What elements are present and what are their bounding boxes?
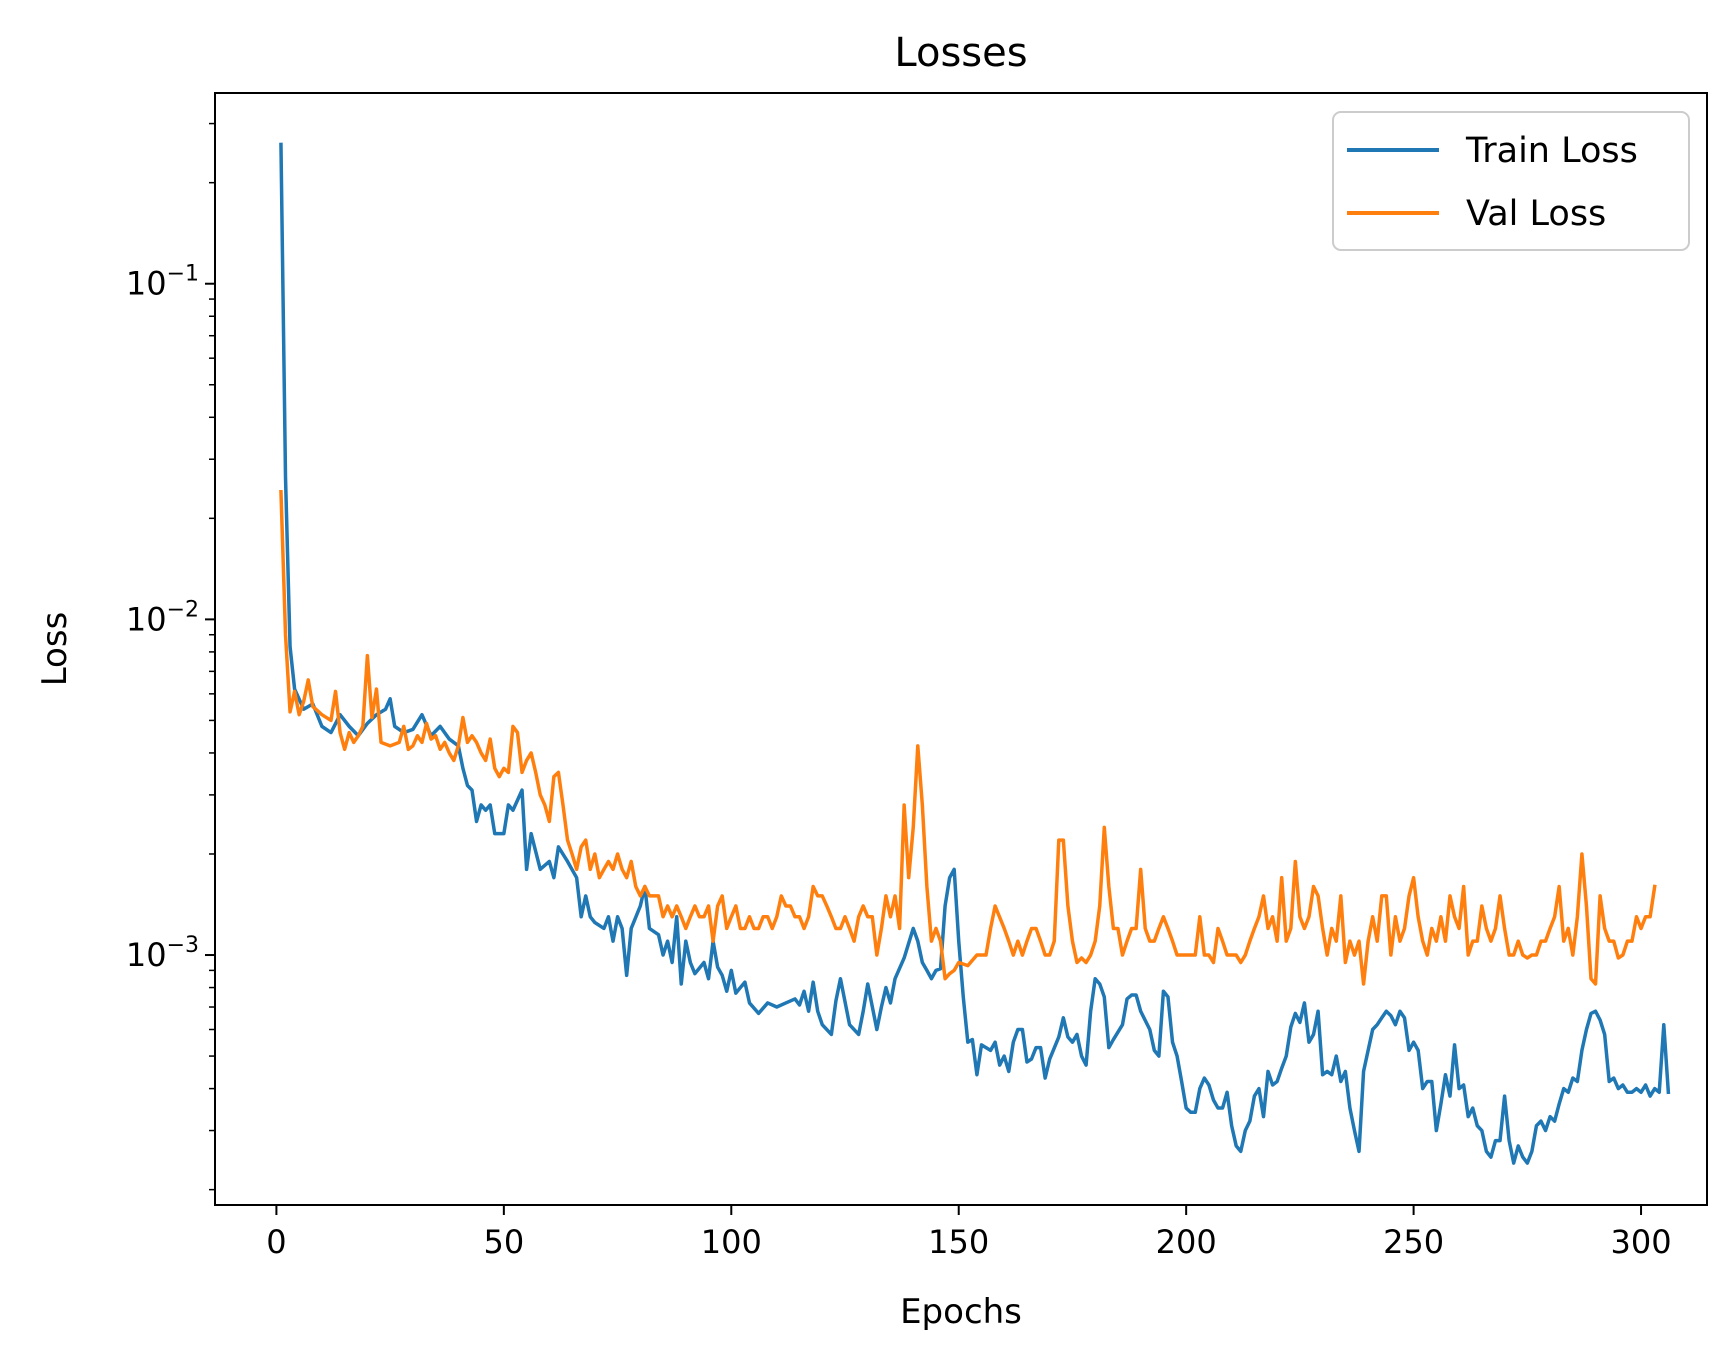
legend-val-loss-label: Val Loss xyxy=(1466,194,1606,234)
plot-area xyxy=(214,92,1708,1206)
y-axis-ticks: 10−1 10−2 10−3 xyxy=(126,122,215,1191)
legend-box xyxy=(1332,111,1690,251)
x-axis-ticks: 0 50 100 150 200 250 300 xyxy=(266,1205,1672,1261)
x-tick-label: 300 xyxy=(1611,1223,1672,1261)
x-tick-label: 100 xyxy=(701,1223,762,1261)
y-tick-label: 10−1 xyxy=(126,262,199,303)
y-tick-label: 10−2 xyxy=(126,597,199,638)
x-tick-label: 250 xyxy=(1383,1223,1444,1261)
y-axis-label: Loss xyxy=(35,612,75,687)
series-line-train-loss xyxy=(279,142,1671,1165)
y-tick-label: 10−3 xyxy=(126,933,199,974)
x-tick-label: 0 xyxy=(266,1223,286,1261)
x-axis-label: Epochs xyxy=(900,1292,1022,1332)
axes-background xyxy=(215,93,1707,1205)
x-tick-label: 150 xyxy=(928,1223,989,1261)
x-tick-label: 50 xyxy=(483,1223,524,1261)
legend: Train Loss Val Loss xyxy=(1332,111,1690,251)
x-tick-label: 200 xyxy=(1156,1223,1217,1261)
series-line-val-loss xyxy=(279,489,1657,986)
chart-title: Losses xyxy=(894,30,1027,76)
axes-frame xyxy=(214,92,1708,1206)
legend-train-loss-label: Train Loss xyxy=(1465,131,1638,171)
series-layer xyxy=(279,142,1671,1165)
